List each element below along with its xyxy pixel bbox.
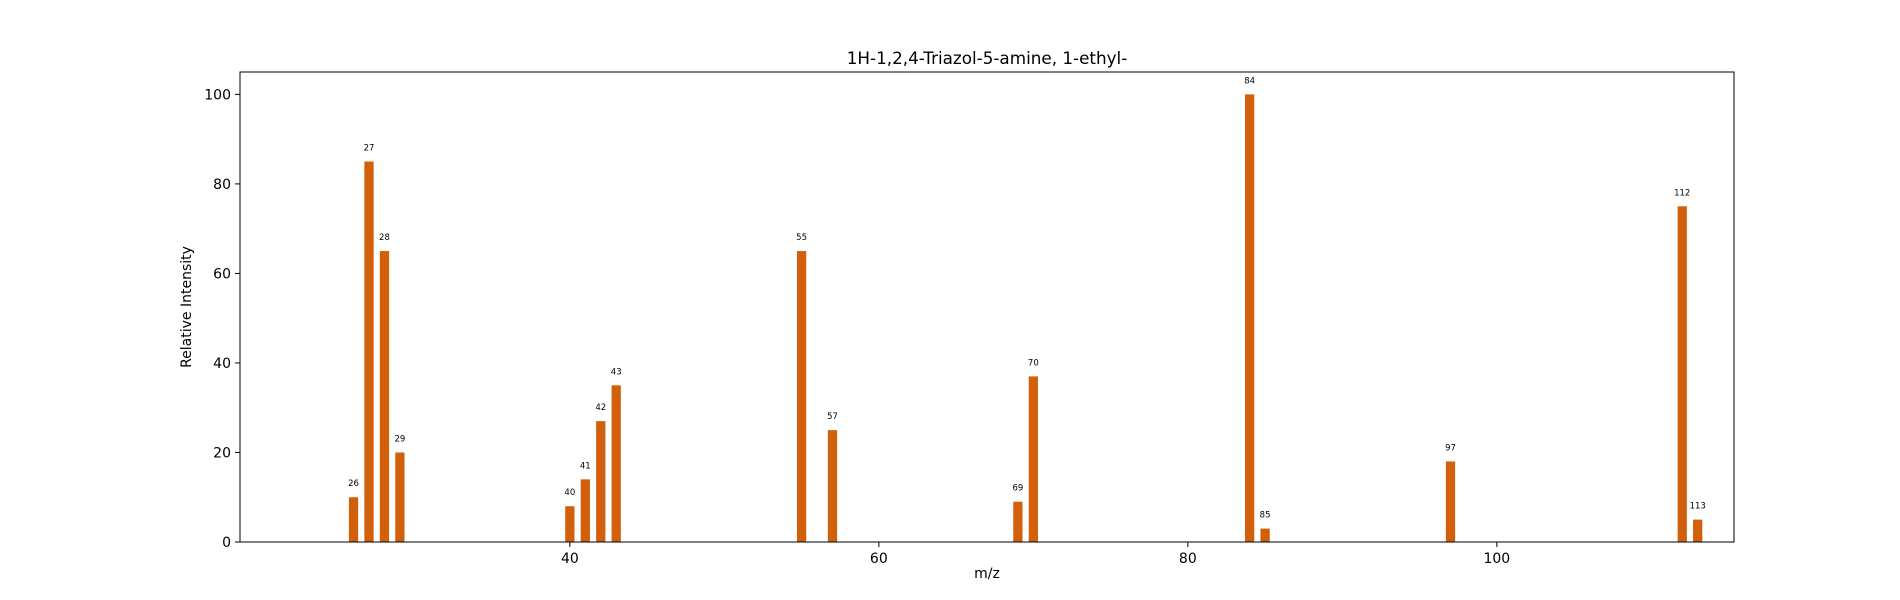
bar-mz-55 [796,251,807,543]
plot-area: 26 27 28 29 40 41 42 43 55 57 69 70 84 85 97 112 113 [348,76,1706,543]
bar-mz-43 [611,385,621,542]
bar-label-mz-27: 27 [364,144,375,154]
bar-label-mz-40: 40 [564,488,575,498]
y-axis-title: Relative Intensity [179,246,195,368]
x-tick-label-40: 40 [561,551,579,567]
bar-label-mz-42: 42 [595,403,606,413]
bar-mz-26 [348,497,359,542]
x-tick-label-100: 100 [1483,551,1510,567]
bar-label-mz-28: 28 [379,233,390,243]
bar-label-mz-97: 97 [1445,443,1456,453]
bar-mz-57 [827,430,838,542]
y-tick-label-0: 0 [222,535,231,551]
bar-mz-97 [1445,461,1456,542]
y-tick-label-100: 100 [204,87,231,103]
bar-label-mz-55: 55 [796,233,807,243]
y-axis: 0 20 40 60 80 100 [204,87,240,551]
bar-label-mz-85: 85 [1260,511,1271,521]
bar-label-mz-113: 113 [1690,502,1706,512]
bar-mz-113 [1693,519,1703,542]
y-tick-label-80: 80 [213,177,231,193]
bar-mz-85 [1260,528,1270,542]
bar-mz-42 [596,421,606,542]
x-axis: 40 60 80 100 [561,542,1510,567]
bar-mz-41 [580,479,590,542]
bar-label-mz-29: 29 [394,434,405,444]
bar-mz-112 [1677,206,1687,543]
bar-label-mz-84: 84 [1244,76,1255,86]
bar-mz-28 [379,251,390,543]
chart-title: 1H-1,2,4-Triazol-5-amine, 1-ethyl- [847,48,1128,68]
bar-label-mz-43: 43 [611,367,622,377]
bar-mz-84 [1245,94,1255,542]
x-tick-label-60: 60 [870,551,888,567]
y-tick-label-60: 60 [213,266,231,282]
bar-label-mz-57: 57 [827,412,838,422]
x-tick-label-80: 80 [1179,551,1197,567]
bar-mz-70 [1028,376,1038,542]
bar-mz-29 [395,452,405,542]
y-tick-label-20: 20 [213,445,231,461]
x-axis-title: m/z [974,566,1000,582]
bar-mz-27 [364,161,374,542]
bar-label-mz-69: 69 [1012,484,1023,494]
y-tick-label-40: 40 [213,356,231,372]
bar-label-mz-70: 70 [1028,358,1039,368]
bar-mz-69 [1013,501,1023,542]
bar-label-mz-26: 26 [348,479,359,489]
plot-frame [239,71,1735,543]
bar-label-mz-41: 41 [580,461,591,471]
bar-label-mz-112: 112 [1674,188,1690,198]
bar-mz-40 [565,506,575,542]
